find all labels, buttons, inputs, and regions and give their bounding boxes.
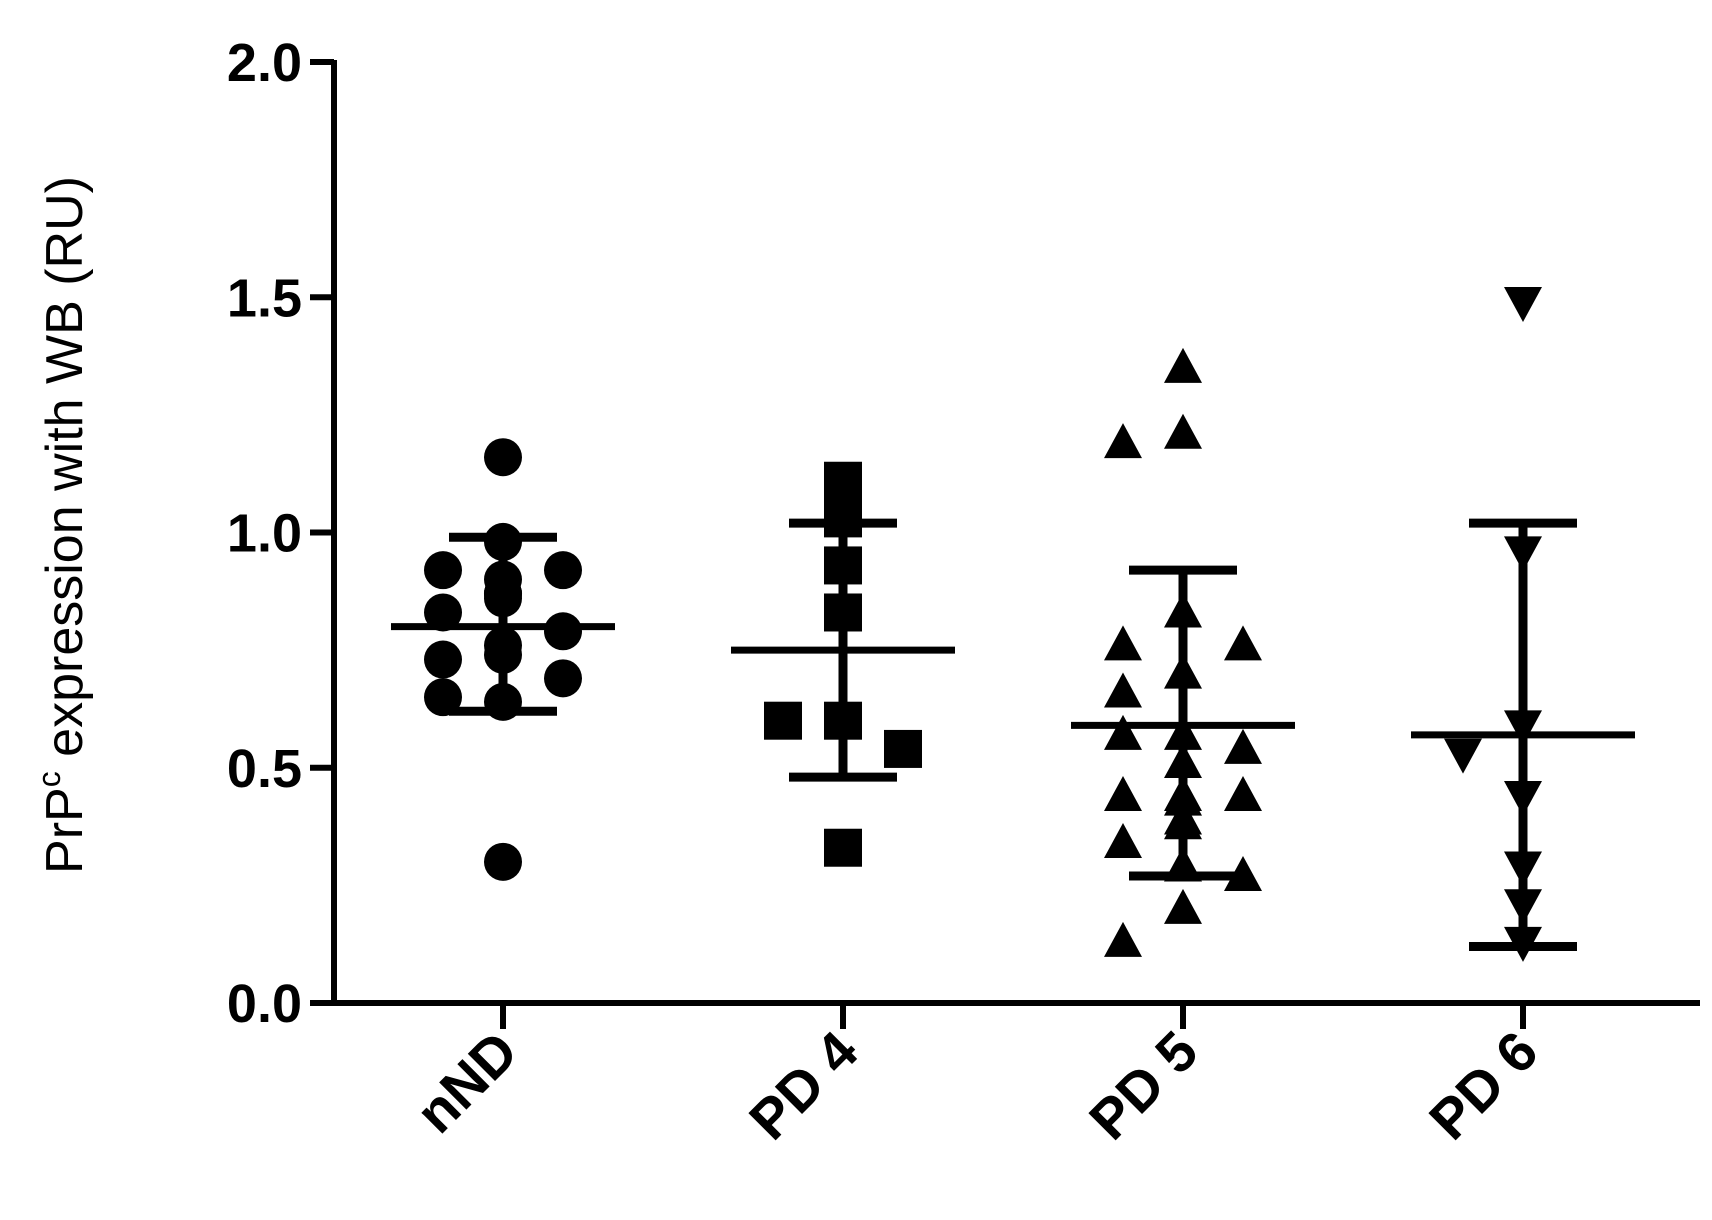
data-point-triangle-up [1104, 423, 1142, 459]
y-tick-label: 0.5 [227, 739, 302, 799]
y-tick-label: 2.0 [227, 33, 302, 93]
x-tick-label: PD 6 [1417, 1019, 1550, 1152]
data-point-triangle-up [1104, 714, 1142, 750]
data-point-triangle-down [1444, 738, 1482, 774]
axes: 0.0 0.5 1.0 1.5 2.0 nND PD 4 PD 5 PD 6 [227, 33, 1700, 1152]
data-point-circle [484, 438, 522, 477]
data-point-circle [544, 551, 582, 590]
data-point-circle [424, 640, 462, 679]
y-axis-label-superscript: c [31, 771, 67, 787]
data-point-circle [544, 659, 582, 698]
series-pd-4 [731, 461, 955, 867]
data-point-square [824, 461, 862, 500]
y-axis-label: PrPc expression with WB (RU) [31, 176, 94, 874]
data-point-triangle-up [1224, 625, 1262, 661]
series-pd-5 [1071, 347, 1295, 957]
y-axis-label-prefix: PrP [36, 787, 94, 874]
y-tick-label: 0.0 [227, 974, 302, 1034]
data-point-circle [484, 842, 522, 881]
y-tick-label: 1.5 [227, 268, 302, 328]
data-point-triangle-up [1224, 855, 1262, 891]
plot-area [391, 286, 1635, 962]
y-axis-label-suffix: expression with WB (RU) [36, 176, 94, 771]
data-point-square [764, 701, 802, 740]
data-point-triangle-up [1104, 775, 1142, 811]
data-point-triangle-up [1224, 775, 1262, 811]
data-point-triangle-up [1104, 921, 1142, 957]
data-point-square [884, 729, 922, 768]
data-point-triangle-up [1164, 888, 1202, 924]
data-point-triangle-up [1164, 347, 1202, 383]
data-point-square [824, 828, 862, 867]
series-pd-6 [1411, 286, 1635, 962]
series-nnd [391, 438, 615, 881]
data-point-triangle-up [1104, 625, 1142, 661]
x-tick-label: PD 4 [737, 1019, 870, 1152]
data-point-triangle-up [1224, 728, 1262, 764]
data-point-triangle-up [1104, 672, 1142, 708]
data-point-circle [424, 678, 462, 717]
data-point-circle [424, 593, 462, 632]
data-point-circle [424, 551, 462, 590]
data-point-circle [544, 612, 582, 651]
data-point-triangle-down [1504, 286, 1542, 322]
data-point-triangle-up [1164, 413, 1202, 449]
data-point-triangle-up [1104, 823, 1142, 859]
y-tick-label: 1.0 [227, 504, 302, 564]
x-tick-label: nND [404, 1019, 530, 1145]
x-tick-label: PD 5 [1077, 1019, 1210, 1152]
